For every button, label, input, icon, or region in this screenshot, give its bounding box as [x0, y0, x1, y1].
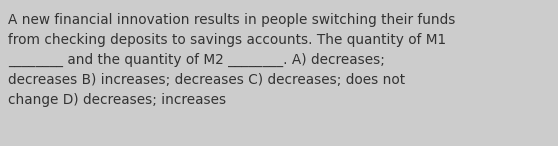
Text: A new financial innovation results in people switching their funds
from checking: A new financial innovation results in pe… — [8, 13, 456, 107]
